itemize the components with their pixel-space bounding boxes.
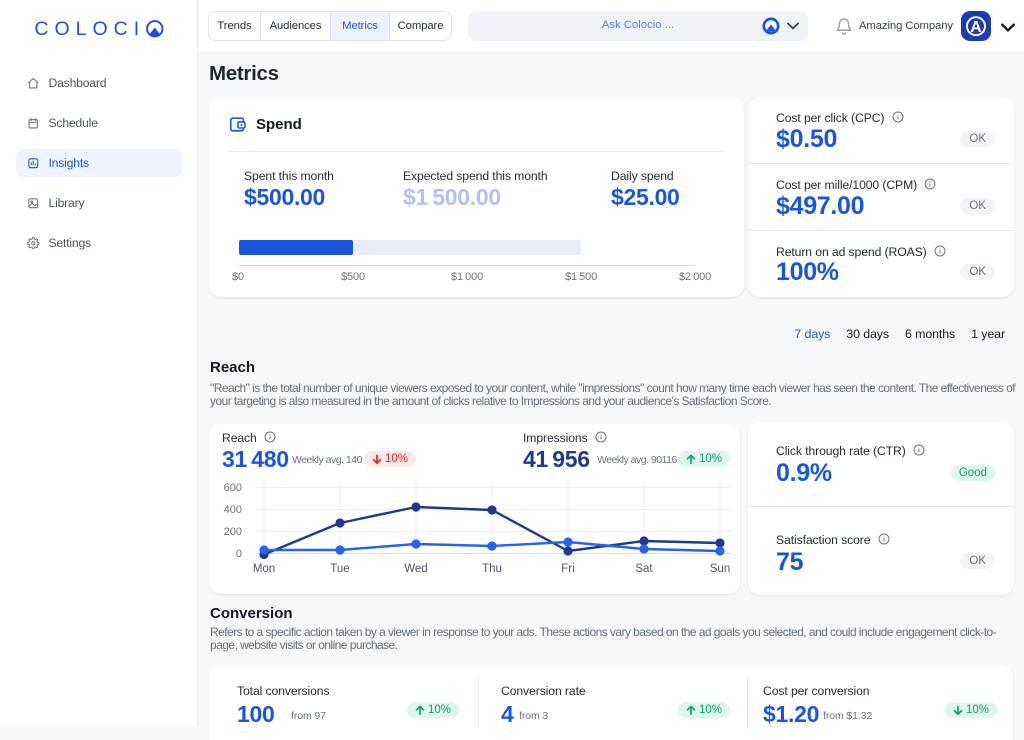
svg-text:Sun: Sun <box>710 563 730 575</box>
svg-text:0: 0 <box>236 548 242 560</box>
svg-text:600: 600 <box>224 482 242 494</box>
svg-text:Wed: Wed <box>404 563 427 575</box>
svg-text:Fri: Fri <box>561 563 574 575</box>
svg-text:Mon: Mon <box>253 563 275 575</box>
svg-text:200: 200 <box>224 526 242 538</box>
svg-text:Thu: Thu <box>482 563 502 575</box>
svg-text:A: A <box>970 19 981 36</box>
svg-text:Sat: Sat <box>635 563 653 575</box>
svg-text:400: 400 <box>224 504 242 516</box>
svg-text:Tue: Tue <box>330 563 349 575</box>
